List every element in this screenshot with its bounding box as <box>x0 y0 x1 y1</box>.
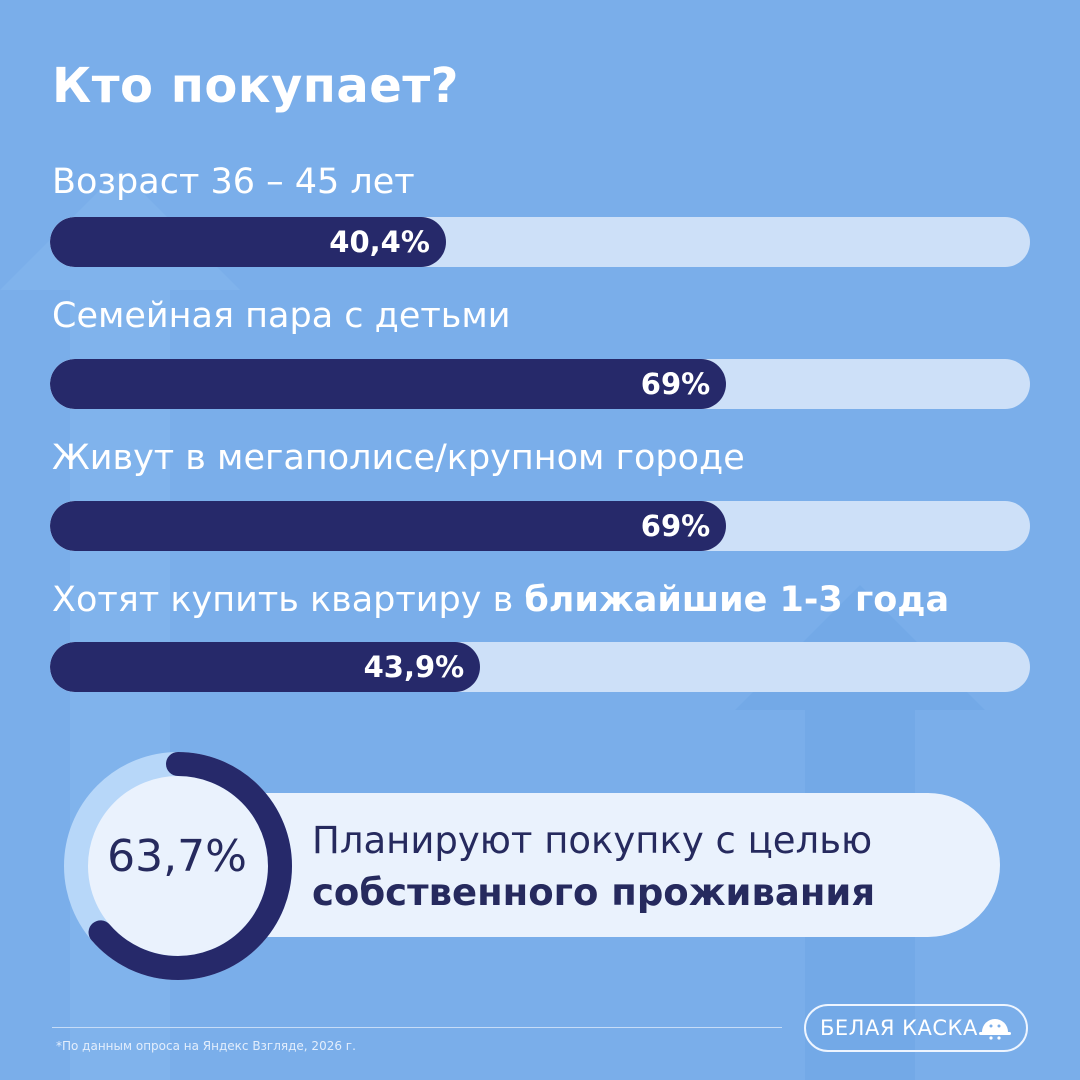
highlight-ring-chart <box>64 752 292 980</box>
highlight-text-line2: собственного проживания <box>312 871 876 914</box>
highlight-text: Планируют покупку с целью собственного п… <box>312 815 875 919</box>
highlight-text-line1: Планируют покупку с целью <box>312 819 873 862</box>
bar-value-age: 40,4% <box>329 225 430 259</box>
row-label-age: Возраст 36 – 45 лет <box>52 162 415 202</box>
ring-progress-arc <box>64 752 292 980</box>
bar-value-family: 69% <box>640 367 711 401</box>
bar-fill-timeframe: 43,9% <box>50 642 481 692</box>
bar-track-city: 69% <box>50 501 1030 551</box>
bar-value-timeframe: 43,9% <box>363 650 465 684</box>
row-label-family: Семейная пара с детьми <box>52 296 511 336</box>
row-label-city: Живут в мегаполисе/крупном городе <box>52 438 745 478</box>
footer-divider <box>52 1027 782 1028</box>
bar-fill-city: 69% <box>50 501 727 551</box>
brand-logo: БЕЛАЯ КАСКА <box>804 1004 1028 1052</box>
highlight-value: 63,7% <box>107 831 247 882</box>
bar-fill-family: 69% <box>50 359 727 409</box>
bar-track-timeframe: 43,9% <box>50 642 1030 692</box>
ring-center <box>76 764 280 968</box>
bar-fill-age: 40,4% <box>50 217 446 267</box>
hard-hat-icon <box>979 1019 1011 1040</box>
bar-value-city: 69% <box>640 509 711 543</box>
row-label-timeframe: Хотят купить квартиру в ближайшие 1-3 го… <box>52 580 950 620</box>
bar-track-age: 40,4% <box>50 217 1030 267</box>
brand-name: БЕЛАЯ КАСКА <box>820 1016 978 1040</box>
footnote: *По данным опроса на Яндекс Взгляде, 202… <box>56 1039 356 1053</box>
page-title: Кто покупает? <box>52 58 460 114</box>
bar-track-family: 69% <box>50 359 1030 409</box>
